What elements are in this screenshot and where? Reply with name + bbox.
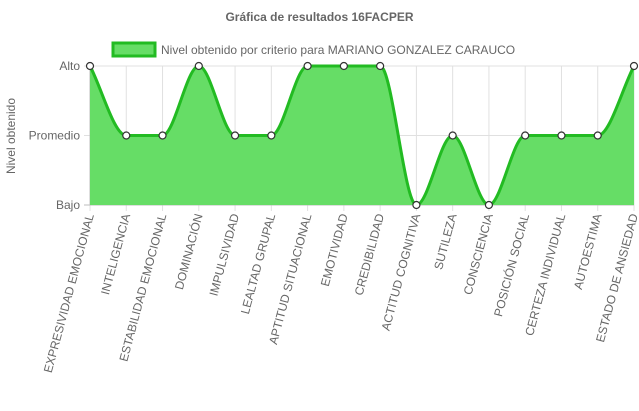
x-tick-label: AUTOESTIMA [571, 212, 605, 291]
y-tick-label: Promedio [29, 129, 81, 143]
data-point-15[interactable] [629, 61, 639, 71]
x-tick-label: DOMINACIÓN [171, 212, 206, 291]
y-tick-label: Alto [59, 59, 80, 73]
x-tick-label: INTELIGENCIA [98, 212, 133, 296]
x-tick-label: EMOTIVIDAD [318, 212, 351, 288]
x-tick-label: SUTILEZA [431, 212, 459, 271]
data-point-10[interactable] [448, 131, 457, 140]
data-point-9[interactable] [412, 200, 421, 210]
data-point-5[interactable] [267, 131, 276, 140]
series-area-fill [90, 66, 634, 205]
data-point-12[interactable] [521, 131, 530, 140]
data-point-3[interactable] [194, 61, 203, 71]
x-tick-label: CREDIBILIDAD [352, 212, 387, 297]
chart-title: Gráfica de resultados 16FACPER [225, 10, 413, 24]
data-point-1[interactable] [122, 131, 131, 140]
x-tick-label: CONSCIENCIA [461, 212, 496, 296]
data-point-7[interactable] [339, 61, 348, 71]
data-point-0[interactable] [85, 61, 95, 71]
y-axis-ticks: Bajo Promedio Alto [29, 59, 81, 212]
legend-swatch[interactable] [111, 41, 157, 58]
data-point-14[interactable] [593, 131, 602, 140]
x-tick-label: LEALTAD GRUPAL [238, 212, 278, 316]
x-tick-label: POSICIÓN SOCIAL [490, 212, 532, 319]
x-tick-label: ACTITUD COGNITIVA [379, 212, 424, 332]
x-tick-label: CERTEZA INDIVIDUAL [522, 212, 568, 337]
data-points [85, 61, 639, 210]
x-axis-ticks: EXPRESIVIDAD EMOCIONAL INTELIGENCIAESTABI… [41, 212, 639, 375]
y-axis-label: Nivel obtenido [4, 98, 18, 174]
data-point-6[interactable] [303, 61, 312, 71]
x-tick-label: EXPRESIVIDAD EMOCIONAL [41, 212, 97, 374]
data-point-2[interactable] [158, 131, 167, 140]
y-tick-label: Bajo [56, 198, 80, 212]
data-point-4[interactable] [230, 131, 240, 140]
x-tick-label: IMPULSIVIDAD [207, 212, 243, 298]
series-area [88, 64, 636, 207]
data-point-11[interactable] [484, 200, 494, 210]
series-line [88, 64, 636, 207]
data-point-13[interactable] [557, 131, 566, 140]
legend-label[interactable]: Nivel obtenido por criterio para MARIANO… [161, 43, 515, 57]
data-point-8[interactable] [376, 61, 385, 71]
